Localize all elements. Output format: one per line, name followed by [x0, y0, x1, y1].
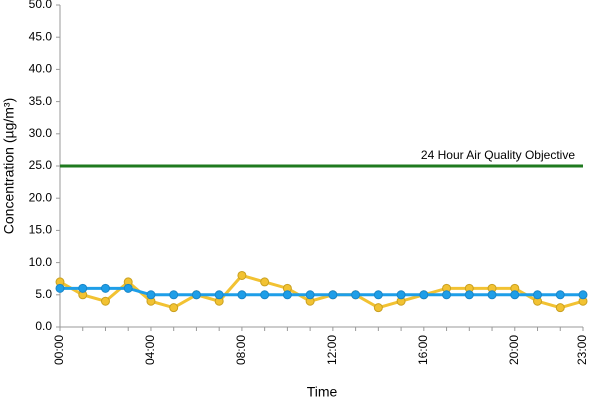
data-point — [191, 290, 201, 300]
data-point — [555, 303, 565, 313]
data-point — [214, 290, 224, 300]
data-point — [578, 290, 588, 300]
y-tick-label: 45.0 — [29, 29, 53, 43]
x-tick-label: 04:00 — [143, 335, 157, 365]
data-point — [237, 290, 247, 300]
x-tick-label: 16:00 — [416, 335, 430, 365]
y-tick-label: 20.0 — [29, 190, 53, 204]
data-point — [510, 290, 520, 300]
y-tick-label: 35.0 — [29, 94, 53, 108]
data-point — [169, 303, 179, 313]
data-point — [555, 290, 565, 300]
data-point — [373, 290, 383, 300]
data-point — [237, 270, 247, 280]
data-point — [305, 290, 315, 300]
data-point — [78, 283, 88, 293]
x-tick-label: 23:00 — [575, 335, 589, 365]
data-point — [100, 283, 110, 293]
data-point — [282, 290, 292, 300]
data-point — [146, 290, 156, 300]
y-tick-label: 40.0 — [29, 62, 53, 76]
y-tick-label: 50.0 — [29, 0, 53, 11]
data-point — [260, 277, 270, 287]
x-tick-label: 08:00 — [234, 335, 248, 365]
x-tick-label: 00:00 — [52, 335, 66, 365]
data-point — [464, 290, 474, 300]
y-tick-label: 10.0 — [29, 255, 53, 269]
data-point — [419, 290, 429, 300]
data-point — [123, 283, 133, 293]
y-tick-label: 25.0 — [29, 158, 53, 172]
x-tick-label: 12:00 — [325, 335, 339, 365]
data-point — [169, 290, 179, 300]
data-point — [533, 290, 543, 300]
data-point — [55, 283, 65, 293]
data-point — [328, 290, 338, 300]
data-point — [260, 290, 270, 300]
data-point — [442, 290, 452, 300]
x-axis-title: Time — [307, 384, 338, 400]
data-point — [487, 290, 497, 300]
y-tick-label: 30.0 — [29, 126, 53, 140]
data-point — [396, 290, 406, 300]
y-axis-title: Concentration (µg/m³) — [1, 98, 17, 234]
data-point — [100, 296, 110, 306]
reference-label: 24 Hour Air Quality Objective — [421, 148, 575, 162]
y-tick-label: 5.0 — [35, 287, 52, 301]
y-tick-label: 0.0 — [35, 319, 52, 333]
x-tick-label: 20:00 — [507, 335, 521, 365]
data-point — [373, 303, 383, 313]
data-point — [351, 290, 361, 300]
y-tick-label: 15.0 — [29, 223, 53, 237]
